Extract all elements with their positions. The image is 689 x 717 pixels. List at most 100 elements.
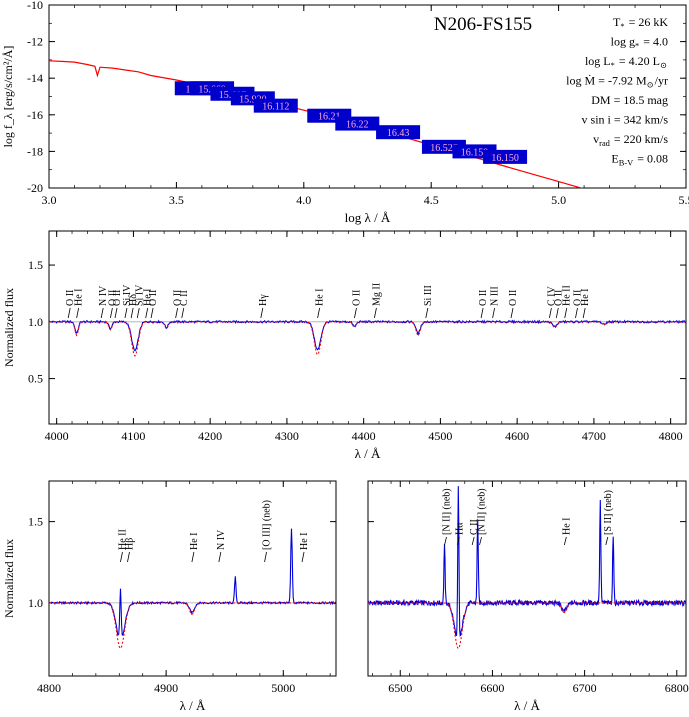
x-tick-label: 4700 [582, 429, 606, 443]
photometry-label: 16.43 [387, 128, 410, 139]
stellar-parameter: EB-V = 0.08 [611, 152, 668, 168]
y-tick-label: -14 [27, 71, 43, 85]
y-tick-label: 1.0 [28, 315, 43, 329]
line-id-tick [606, 537, 608, 545]
x-tick-label: 4600 [505, 429, 529, 443]
line-id-tick [583, 308, 585, 318]
x-tick-label: 6700 [573, 681, 597, 695]
line-id-tick [556, 308, 558, 318]
stellar-parameter: log Ṁ = -7.92 M⊙ /yr [566, 74, 668, 90]
x-axis-label: λ / Å [514, 698, 540, 712]
line-id-label: Si III [423, 285, 434, 306]
line-id-label: Hα [454, 522, 465, 535]
x-tick-label: 5.5 [679, 193, 689, 207]
model-spectrum [368, 603, 686, 649]
line-id-tick [182, 308, 184, 318]
line-id-tick [146, 308, 148, 318]
line-id-tick [151, 308, 153, 318]
x-tick-label: 5000 [271, 681, 295, 695]
line-id-tick [493, 308, 495, 318]
line-id-tick [374, 308, 376, 318]
x-tick-label: 3.0 [42, 193, 57, 207]
line-id-label: O II [478, 290, 489, 306]
line-id-label: [N II] (neb) [477, 488, 488, 535]
line-id-label: [N II] (neb) [442, 488, 453, 535]
x-axis-label: λ / Å [180, 698, 206, 712]
x-tick-label: 4000 [45, 429, 69, 443]
photometry-label: 16.112 [262, 102, 289, 113]
observed-spectrum [368, 486, 686, 636]
x-tick-label: 4800 [37, 681, 61, 695]
sed-panel: 3.03.54.04.55.05.5-10-12-14-16-18-20log … [1, 0, 689, 225]
line-id-tick [137, 308, 139, 318]
line-id-tick [219, 552, 221, 562]
x-axis-label: log λ / Å [345, 210, 391, 225]
x-tick-label: 6600 [480, 681, 504, 695]
line-id-label: Hγ [258, 294, 269, 306]
line-id-tick [115, 308, 117, 318]
plot-frame [368, 481, 686, 676]
x-tick-label: 4900 [154, 681, 178, 695]
stellar-parameter: log L* = 4.20 L⊙ [585, 54, 668, 70]
line-id-tick [125, 308, 127, 318]
line-id-tick [77, 308, 79, 318]
line-id-tick [445, 537, 447, 545]
line-id-label: He I [299, 533, 310, 551]
line-id-tick [318, 308, 320, 318]
x-tick-label: 5.0 [551, 193, 566, 207]
line-id-tick [265, 552, 267, 562]
y-axis-label: log f_λ [erg/s/cm²/Å] [1, 46, 15, 148]
line-id-label: N III [490, 286, 501, 306]
line-id-tick [426, 308, 428, 318]
stellar-parameter: v sin i = 342 km/s [582, 113, 669, 127]
line-id-tick [120, 552, 122, 562]
model-spectrum [49, 603, 336, 649]
line-id-label: [S II] (neb) [603, 490, 614, 535]
y-tick-label: 1.5 [28, 515, 43, 529]
line-id-label: Mg II [371, 283, 382, 306]
line-id-label: He I [189, 533, 200, 551]
line-id-label: He I [315, 289, 326, 307]
stellar-parameter: log g* = 4.0 [611, 35, 668, 51]
line-id-label: O II [508, 290, 519, 306]
line-id-tick [549, 308, 551, 318]
line-id-tick [472, 537, 474, 545]
x-axis-label: λ / Å [355, 446, 381, 461]
line-id-tick [481, 308, 483, 318]
y-axis-label: Normalized flux [2, 539, 16, 618]
line-id-label: O II [148, 290, 159, 306]
y-tick-label: 1.0 [28, 596, 43, 610]
line-id-label: O II [351, 290, 362, 306]
line-id-tick [101, 308, 103, 318]
y-tick-label: -12 [27, 35, 43, 49]
photometry-label: 16.150 [491, 153, 519, 164]
line-id-tick [131, 308, 133, 318]
y-tick-label: -20 [27, 181, 43, 195]
y-tick-label: -18 [27, 144, 43, 158]
x-tick-label: 4.5 [424, 193, 439, 207]
line-id-label: He II [562, 285, 573, 306]
line-id-tick [192, 552, 194, 562]
line-id-label: He I [580, 289, 591, 307]
line-id-tick [176, 308, 178, 318]
y-tick-label: 1.5 [28, 258, 43, 272]
sed-model-line [49, 61, 605, 196]
line-id-tick [511, 308, 513, 318]
y-axis-label: Normalized flux [2, 288, 16, 367]
line-id-tick [564, 537, 566, 545]
x-tick-label: 6800 [665, 681, 689, 695]
observed-spectrum [49, 321, 686, 351]
x-tick-label: 4500 [428, 429, 452, 443]
line-id-tick [565, 308, 567, 318]
y-tick-label: -10 [27, 0, 43, 12]
line-id-tick [480, 537, 482, 545]
x-tick-label: 4800 [659, 429, 683, 443]
line-id-tick [127, 552, 129, 562]
model-spectrum [49, 322, 686, 356]
x-tick-label: 3.5 [169, 193, 184, 207]
x-tick-label: 6500 [388, 681, 412, 695]
line-id-tick [302, 552, 304, 562]
stellar-parameter: T* = 26 kK [613, 15, 668, 31]
